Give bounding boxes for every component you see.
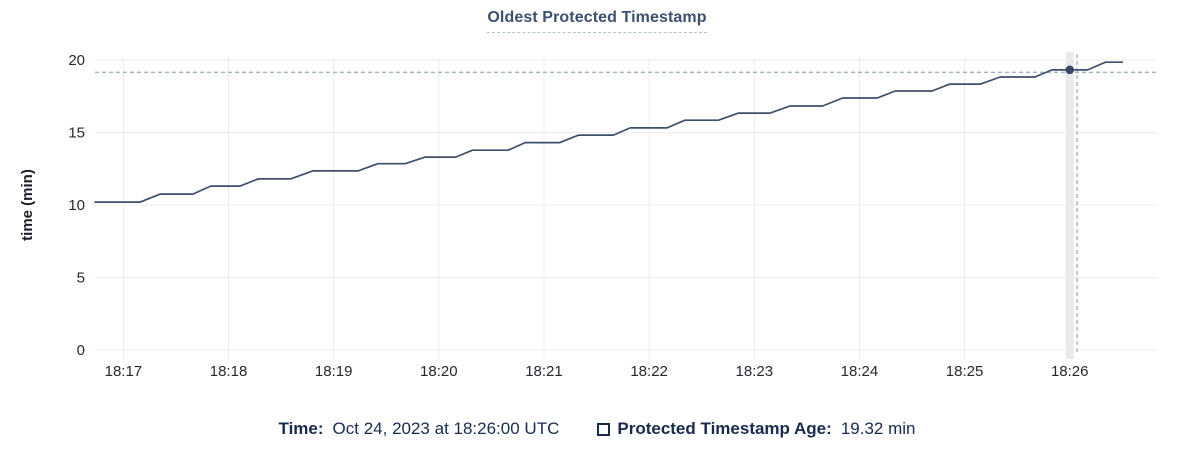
legend-time-value: Oct 24, 2023 at 18:26:00 UTC [332,419,560,438]
x-tick-label: 18:19 [315,363,353,380]
legend-time-group: Time: Oct 24, 2023 at 18:26:00 UTC [279,419,560,439]
chart-title-row: Oldest Protected Timestamp [0,9,1194,33]
x-tick-label: 18:17 [105,363,143,380]
series-checkbox-icon[interactable] [597,422,611,436]
chart-title[interactable]: Oldest Protected Timestamp [487,9,707,33]
y-axis-title: time (min) [19,169,36,241]
x-tick-label: 18:23 [736,363,774,380]
hover-dot [1065,65,1075,75]
x-tick-label: 18:18 [210,363,248,380]
x-tick-label: 18:22 [630,363,668,380]
y-tick-label: 15 [68,125,85,142]
chart-svg: 0 5 10 15 20 18:17 18:18 18:19 18:20 18:21 18:22 18… [19,52,1157,380]
x-tick-label: 18:20 [420,363,458,380]
legend-series-label: Protected Timestamp Age: [617,419,832,438]
legend-series-value: 19.32 min [840,419,916,438]
y-tick-label: 0 [77,342,85,359]
x-tick-label: 18:21 [525,363,563,380]
series-line-protected-timestamp-age [94,61,1124,203]
legend-series-group[interactable]: Protected Timestamp Age: 19.32 min [597,419,915,439]
x-tick-label: 18:26 [1051,363,1089,380]
legend-time-label: Time: [278,419,324,438]
x-tick-label: 18:25 [946,363,984,380]
x-tick-label: 18:24 [841,363,879,380]
y-tick-label: 5 [77,270,85,287]
y-tick-label: 10 [68,197,85,214]
chart-legend: Time: Oct 24, 2023 at 18:26:00 UTC Prote… [0,419,1194,439]
chart-plot-area[interactable]: 0 5 10 15 20 18:17 18:18 18:19 18:20 18:21 18:22 18… [0,0,1194,412]
y-tick-label: 20 [68,52,85,69]
